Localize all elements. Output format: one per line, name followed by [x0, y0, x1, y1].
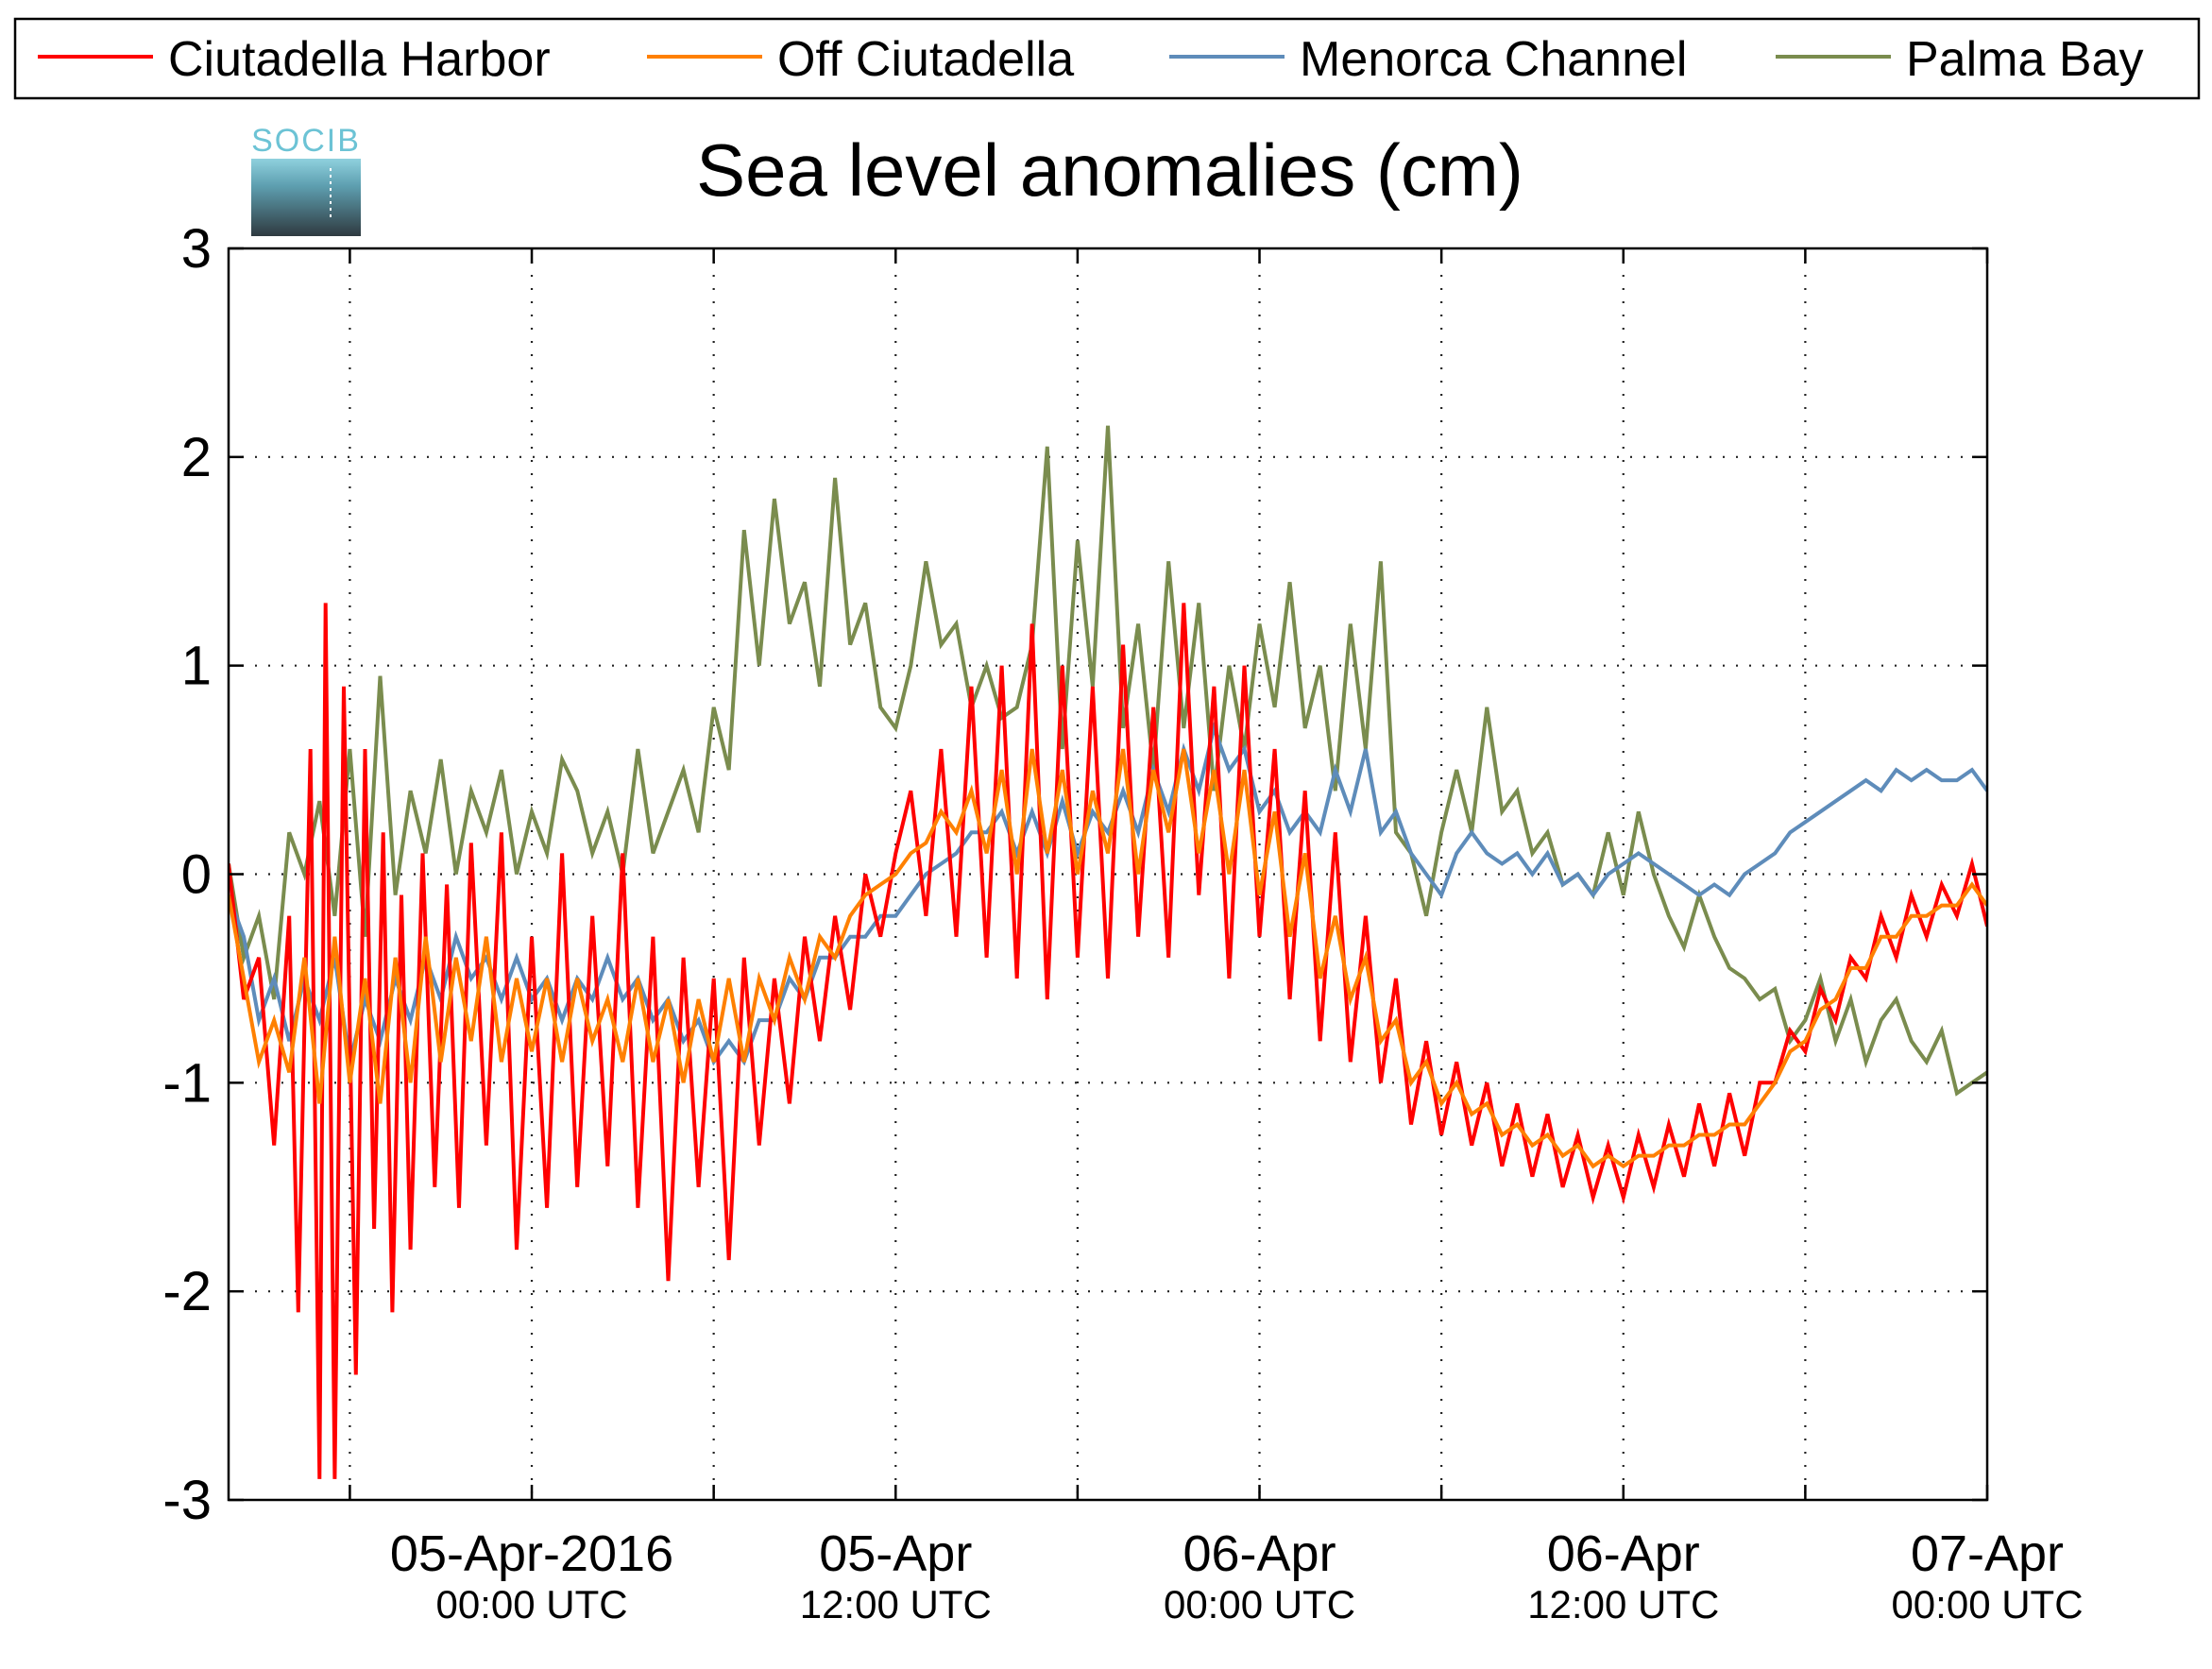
x-tick-date: 07-Apr [1911, 1525, 2064, 1582]
chart-title: Sea level anomalies (cm) [696, 128, 1523, 212]
y-axis: 3 2 1 0 -1 -2 -3 [162, 218, 212, 1531]
y-tick-label: 2 [181, 427, 212, 488]
series-group [229, 425, 1987, 1479]
x-tick-time: 00:00 UTC [1164, 1582, 1355, 1626]
legend-label-off-ciutadella: Off Ciutadella [777, 32, 1074, 87]
logo-text: SOCIB [251, 123, 361, 159]
axis-ticks [229, 247, 1989, 1502]
legend-label-menorca-channel: Menorca Channel [1300, 32, 1687, 87]
legend-label-palma-bay: Palma Bay [1906, 32, 2143, 87]
x-axis: 05-Apr-2016 00:00 UTC 05-Apr 12:00 UTC 0… [390, 1525, 2084, 1626]
logo-wave-block [251, 159, 361, 236]
x-tick-time: 12:00 UTC [1527, 1582, 1719, 1626]
y-tick-label: 1 [181, 636, 212, 697]
y-tick-label: -3 [162, 1470, 212, 1531]
legend-label-ciutadella-harbor: Ciutadella Harbor [168, 32, 551, 87]
x-tick-time: 00:00 UTC [1891, 1582, 2083, 1626]
y-tick-label: 0 [181, 844, 212, 906]
x-tick-time: 12:00 UTC [800, 1582, 992, 1626]
y-tick-label: 3 [181, 218, 212, 280]
x-tick-date: 06-Apr [1183, 1525, 1336, 1582]
series-line-off-ciutadella [229, 748, 1987, 1169]
x-tick-time: 00:00 UTC [435, 1582, 627, 1626]
series-line-palma-bay [229, 425, 1987, 1097]
legend: Ciutadella Harbor Off Ciutadella Menorca… [13, 17, 2201, 100]
socib-logo: SOCIB [251, 123, 361, 236]
x-tick-date: 05-Apr [819, 1525, 972, 1582]
y-tick-label: -1 [162, 1052, 212, 1114]
x-tick-date: 05-Apr-2016 [390, 1525, 673, 1582]
series-line-menorca-channel [229, 721, 1987, 1066]
y-tick-label: -2 [162, 1261, 212, 1322]
x-tick-date: 06-Apr [1547, 1525, 1700, 1582]
